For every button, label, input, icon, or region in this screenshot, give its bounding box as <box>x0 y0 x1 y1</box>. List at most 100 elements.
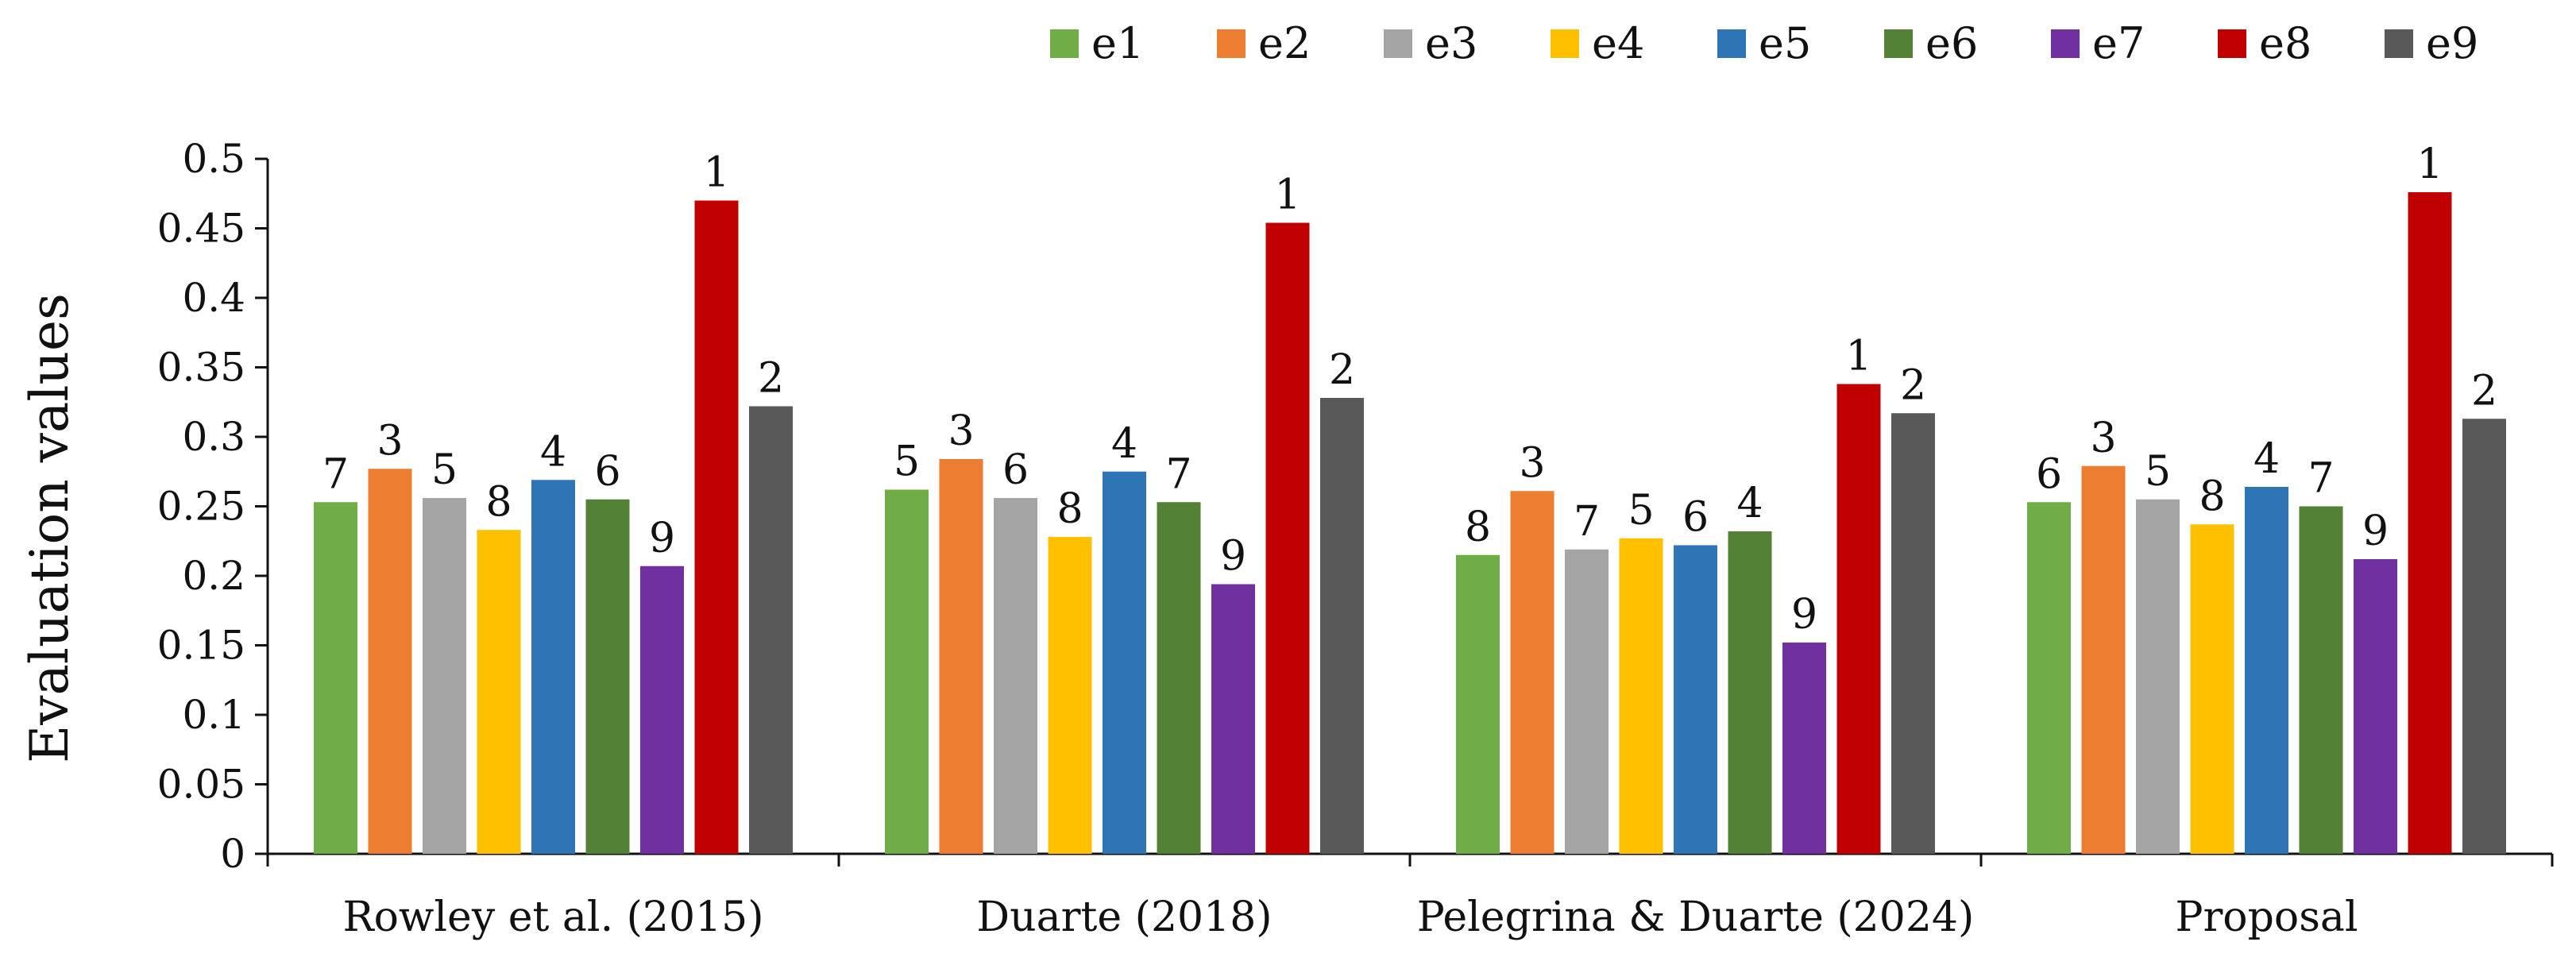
legend-swatch <box>1884 29 1913 58</box>
rank-label: 9 <box>649 515 675 562</box>
bar-e2 <box>1510 491 1554 854</box>
rank-label: 4 <box>1736 480 1763 527</box>
y-tick-label: 0.25 <box>157 484 245 530</box>
y-tick-label: 0.45 <box>157 206 245 252</box>
bar-e9 <box>749 406 793 854</box>
rank-label: 9 <box>1791 591 1817 639</box>
rank-label: 7 <box>1165 450 1191 498</box>
rank-label: 3 <box>377 417 403 465</box>
legend-swatch <box>1050 29 1079 58</box>
legend-label: e2 <box>1258 18 1311 68</box>
bar-e5 <box>1103 471 1146 854</box>
bar-e8 <box>1836 384 1881 854</box>
rank-label: 3 <box>1519 439 1545 487</box>
rank-label: 6 <box>1002 446 1029 494</box>
bar-e6 <box>585 499 630 854</box>
bar-e1 <box>2027 502 2071 854</box>
rank-label: 2 <box>1900 361 1926 409</box>
bar-e5 <box>531 480 575 854</box>
rank-label: 1 <box>703 149 729 197</box>
rank-label: 8 <box>2199 473 2225 520</box>
y-tick-label: 0 <box>220 831 245 877</box>
bar-e7 <box>640 565 684 854</box>
y-tick-label: 0.3 <box>182 414 245 460</box>
rank-label: 6 <box>1682 494 1709 542</box>
rank-label: 6 <box>594 448 620 496</box>
bar-e3 <box>994 498 1037 854</box>
rank-label: 9 <box>1220 533 1246 581</box>
bar-e3 <box>1565 549 1609 854</box>
category-label: Pelegrina & Duarte (2024) <box>1417 894 1975 941</box>
legend-label: e3 <box>1425 18 1477 68</box>
bar-e4 <box>1619 538 1663 854</box>
x-axis: Rowley et al. (2015) Duarte (2018) Pelegri… <box>266 852 2554 941</box>
bar-e3 <box>423 498 466 854</box>
bar-e9 <box>1320 398 1364 854</box>
rank-label: 7 <box>2308 455 2334 503</box>
legend-label: e7 <box>2092 18 2145 68</box>
rank-label: 2 <box>1329 346 1355 394</box>
bar-e8 <box>2408 192 2452 854</box>
bar-e9 <box>1891 413 1935 854</box>
rank-label: 5 <box>431 446 458 494</box>
bar-e1 <box>1456 554 1500 854</box>
bars <box>314 192 2506 854</box>
bar-e6 <box>1728 531 1772 854</box>
rank-label: 5 <box>1628 487 1654 535</box>
rank-label: 1 <box>1845 333 1871 380</box>
rank-label: 7 <box>1574 498 1600 546</box>
legend-swatch <box>1384 29 1412 58</box>
bar-e2 <box>2081 465 2126 854</box>
legend-swatch <box>1717 29 1746 58</box>
y-axis-label: Evaluation values <box>19 293 80 763</box>
rank-label: 7 <box>322 450 349 498</box>
legend-label: e4 <box>1592 18 1644 68</box>
legend: e1 e2 e3 e4 e5 e6 e7 e8 e9 <box>1050 18 2478 68</box>
legend-label: e1 <box>1091 18 1144 68</box>
rank-label: 4 <box>1111 420 1137 468</box>
rank-label: 5 <box>894 438 920 486</box>
bar-e4 <box>2190 524 2234 854</box>
bar-e7 <box>2354 559 2397 854</box>
legend-label: e8 <box>2259 18 2311 68</box>
category-label: Duarte (2018) <box>976 894 1272 941</box>
bar-e3 <box>2136 499 2180 854</box>
y-tick-label: 0.2 <box>182 553 245 599</box>
legend-swatch <box>2385 29 2413 58</box>
rank-label: 3 <box>2090 415 2116 462</box>
bar-e6 <box>2299 506 2343 854</box>
bar-e8 <box>1265 222 1310 854</box>
bar-e5 <box>1674 545 1717 854</box>
y-tick-label: 0.5 <box>182 136 245 182</box>
rank-label: 8 <box>1056 485 1083 533</box>
rank-label: 5 <box>2145 448 2171 496</box>
y-axis: 0 0.05 0.1 0.15 0.2 0.25 0.3 0.35 0.4 0.45 0.5 <box>157 136 269 877</box>
rank-label: 1 <box>1274 172 1300 219</box>
rank-label: 2 <box>758 355 784 403</box>
legend-swatch <box>1551 29 1579 58</box>
rank-label: 3 <box>948 407 974 455</box>
rank-label: 9 <box>2362 508 2389 555</box>
rank-label: 6 <box>2036 450 2062 498</box>
rank-label: 8 <box>1465 504 1491 551</box>
bar-e1 <box>314 502 357 854</box>
legend-label: e6 <box>1925 18 1978 68</box>
bar-e7 <box>1211 584 1255 854</box>
y-tick-label: 0.4 <box>182 275 245 321</box>
bar-e6 <box>1157 502 1201 854</box>
bar-e4 <box>1048 537 1092 854</box>
y-tick-label: 0.15 <box>157 623 245 669</box>
category-label: Rowley et al. (2015) <box>342 894 763 941</box>
y-tick-label: 0.35 <box>157 345 245 391</box>
y-tick-label: 0.1 <box>182 692 245 738</box>
rank-label: 4 <box>540 428 566 476</box>
rank-label: 1 <box>2416 141 2443 188</box>
y-tick-label: 0.05 <box>157 762 245 808</box>
bar-e9 <box>2462 419 2506 854</box>
bar-e2 <box>368 469 412 854</box>
rank-label: 4 <box>2254 435 2280 483</box>
legend-swatch <box>2218 29 2246 58</box>
